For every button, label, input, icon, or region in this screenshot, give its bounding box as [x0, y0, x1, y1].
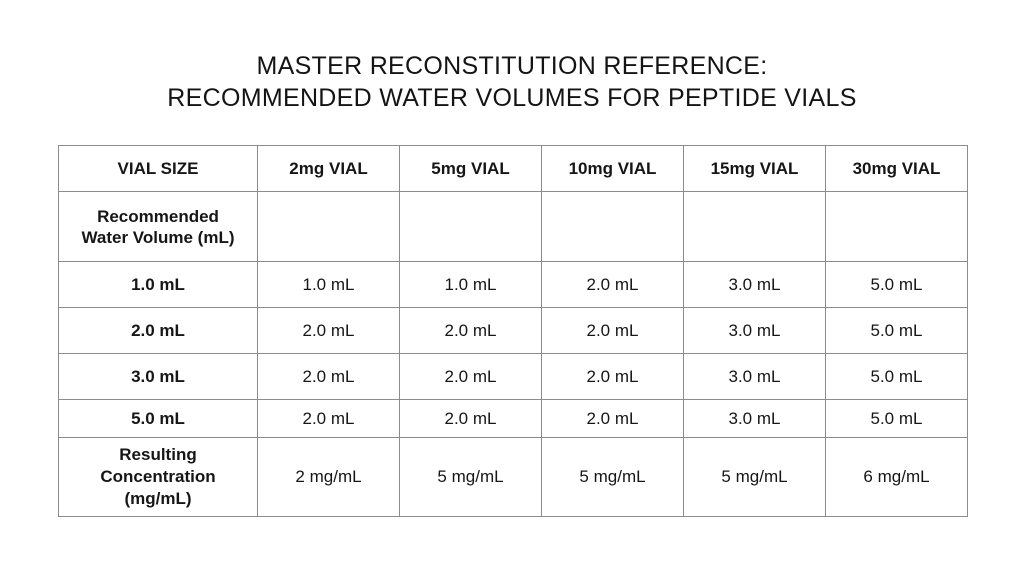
table-cell: [541, 191, 684, 262]
table-cell: 3.0 mL: [683, 307, 826, 354]
header-vial-size: VIAL SIZE: [58, 145, 258, 192]
row-label-line: Recommended: [97, 206, 219, 226]
row-label-recommended: Recommended Water Volume (mL): [58, 191, 258, 262]
table-cell: 5.0 mL: [825, 261, 968, 308]
header-30mg-vial: 30mg VIAL: [825, 145, 968, 192]
table-cell: 5 mg/mL: [541, 437, 684, 517]
page-title: MASTER RECONSTITUTION REFERENCE: RECOMME…: [0, 50, 1024, 114]
table-cell: [399, 191, 542, 262]
concentration-row: Resulting Concentration (mg/mL) 2 mg/mL …: [58, 437, 968, 517]
reconstitution-table: VIAL SIZE 2mg VIAL 5mg VIAL 10mg VIAL 15…: [58, 145, 968, 517]
table-row: 1.0 mL 1.0 mL 1.0 mL 2.0 mL 3.0 mL 5.0 m…: [58, 261, 968, 308]
row-label: 5.0 mL: [58, 399, 258, 438]
table-cell: 2.0 mL: [257, 353, 400, 400]
row-label-line: Concentration: [100, 467, 216, 486]
table-row: 3.0 mL 2.0 mL 2.0 mL 2.0 mL 3.0 mL 5.0 m…: [58, 353, 968, 400]
table-cell: 2.0 mL: [541, 399, 684, 438]
table-cell: 3.0 mL: [683, 353, 826, 400]
header-2mg-vial: 2mg VIAL: [257, 145, 400, 192]
table-row: 2.0 mL 2.0 mL 2.0 mL 2.0 mL 3.0 mL 5.0 m…: [58, 307, 968, 354]
table-cell: 2 mg/mL: [257, 437, 400, 517]
table-cell: 2.0 mL: [399, 307, 542, 354]
table-cell: 6 mg/mL: [825, 437, 968, 517]
table-cell: 2.0 mL: [399, 353, 542, 400]
table-cell: 5.0 mL: [825, 307, 968, 354]
table-cell: 5 mg/mL: [399, 437, 542, 517]
table-cell: 3.0 mL: [683, 399, 826, 438]
header-5mg-vial: 5mg VIAL: [399, 145, 542, 192]
row-label-line: Water Volume (mL): [81, 227, 235, 247]
title-line-2: RECOMMENDED WATER VOLUMES FOR PEPTIDE VI…: [167, 84, 857, 112]
table-cell: 2.0 mL: [541, 261, 684, 308]
table-cell: 5.0 mL: [825, 399, 968, 438]
table-row: 5.0 mL 2.0 mL 2.0 mL 2.0 mL 3.0 mL 5.0 m…: [58, 399, 968, 438]
row-label-concentration: Resulting Concentration (mg/mL): [58, 437, 258, 517]
table-cell: [825, 191, 968, 262]
table-cell: 2.0 mL: [257, 307, 400, 354]
row-label: 2.0 mL: [58, 307, 258, 354]
header-15mg-vial: 15mg VIAL: [683, 145, 826, 192]
table-header-row: VIAL SIZE 2mg VIAL 5mg VIAL 10mg VIAL 15…: [58, 145, 968, 192]
table-cell: 3.0 mL: [683, 261, 826, 308]
table-cell: 2.0 mL: [399, 399, 542, 438]
table-cell: 2.0 mL: [541, 307, 684, 354]
table-cell: 5.0 mL: [825, 353, 968, 400]
table-cell: 2.0 mL: [257, 399, 400, 438]
table-cell: 1.0 mL: [399, 261, 542, 308]
table-cell: [683, 191, 826, 262]
header-10mg-vial: 10mg VIAL: [541, 145, 684, 192]
row-label: 1.0 mL: [58, 261, 258, 308]
table-cell: 1.0 mL: [257, 261, 400, 308]
row-label-line: (mg/mL): [124, 489, 192, 508]
recommended-volume-row: Recommended Water Volume (mL): [58, 191, 968, 262]
table-cell: [257, 191, 400, 262]
title-line-1: MASTER RECONSTITUTION REFERENCE:: [256, 52, 768, 80]
row-label: 3.0 mL: [58, 353, 258, 400]
table-cell: 2.0 mL: [541, 353, 684, 400]
table-cell: 5 mg/mL: [683, 437, 826, 517]
row-label-line: Resulting: [119, 445, 197, 464]
